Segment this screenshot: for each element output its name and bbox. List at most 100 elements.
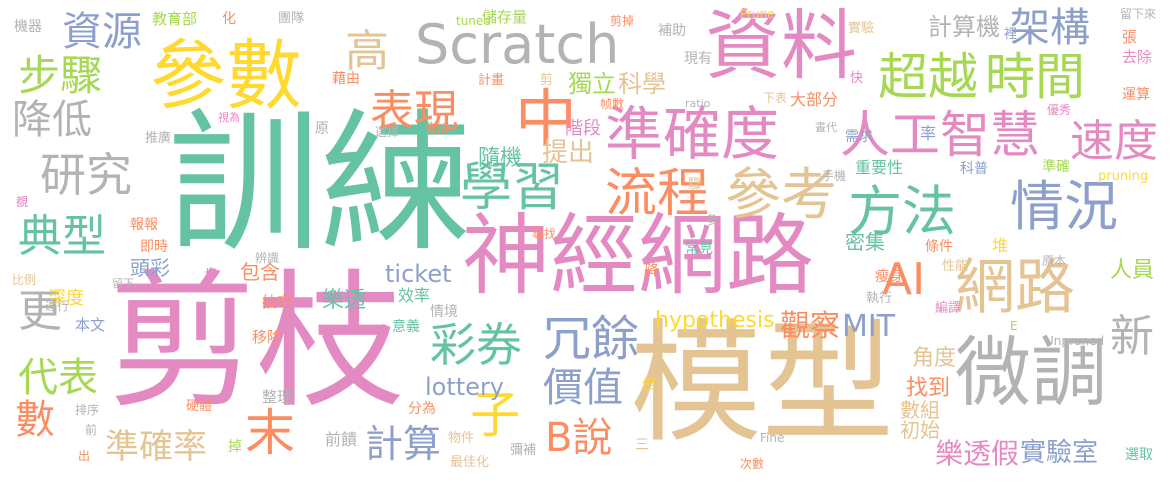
word-zhunquedu: 準確度 [605, 100, 780, 168]
word-canshu: 參數 [150, 31, 302, 120]
word-benwen: 本文 [75, 316, 106, 334]
word-xuqiu: 需求 [845, 129, 873, 145]
word-jisuan: 計算 [365, 422, 442, 466]
word-tuned: tuned [456, 14, 491, 28]
word-jiaodu: 角度 [912, 346, 957, 371]
word-san: 三 [635, 437, 649, 453]
word-dianxing: 典型 [18, 211, 106, 262]
word-cishu: 次數 [740, 457, 765, 471]
word-xuanze: 選擇 [375, 125, 400, 139]
word-moxing: 模型 [630, 307, 894, 461]
word-bili: 比例 [12, 273, 37, 287]
word-jishi: 即時 [140, 239, 168, 255]
word-letou: 樂透 [322, 288, 367, 313]
word-jiqi: 機器 [14, 19, 42, 35]
word-yingti: 硬體 [186, 399, 213, 414]
word-liuxia: 留下 [112, 277, 134, 290]
word-jianzhi: 剪枝 [108, 256, 404, 428]
word-baobao: 報報 [130, 217, 158, 233]
word-quchu: 去除 [1122, 48, 1153, 66]
word-fine: Fine [760, 431, 785, 445]
word-wujian: 物件 [448, 431, 475, 446]
word-yunxing: 運行 [45, 299, 70, 313]
word-xianyou: 現有 [684, 51, 712, 67]
word-xin: 新 [1110, 311, 1154, 362]
word-fangfa: 方法 [848, 180, 956, 243]
word-dui: 堆 [992, 236, 1009, 255]
word-caiquan: 彩券 [430, 318, 522, 372]
word-zhaodao: 找到 [906, 376, 951, 401]
word-baohan: 包含 [240, 260, 280, 284]
word-xiaolv: 效率 [398, 286, 431, 305]
word-prune: Prune [740, 7, 775, 21]
word-yiyi: 意義 [392, 319, 420, 335]
word-ai: AI [882, 254, 926, 305]
word-liucheng: 流程 [605, 164, 710, 224]
word-jiandiao: 剪掉 [610, 14, 635, 28]
word-buzhu: 補助 [658, 23, 686, 39]
word-shuzu: 數組 [900, 398, 940, 422]
word-mo: 末 [245, 404, 295, 462]
word-yanjiu: 研究 [40, 148, 132, 202]
word-renyuan: 人員 [1110, 258, 1155, 283]
word-jihua: 計畫 [478, 73, 505, 88]
word-suiji: 隨機 [478, 146, 523, 171]
word-zhengli: 整理 [262, 388, 293, 406]
word-ratio: ratio [685, 97, 711, 110]
word-e: E [1010, 319, 1018, 333]
word-jiangdi: 降低 [12, 97, 92, 143]
word-shu: 數 [15, 397, 55, 443]
word-scratch: Scratch [415, 13, 620, 76]
word-buzhou: 步驟 [18, 51, 103, 100]
word-mit: MIT [842, 309, 896, 344]
word-shiyan: 實驗 [848, 21, 875, 36]
word-chucunliang: 儲存量 [482, 8, 528, 26]
word-changjian: 常見 [685, 241, 713, 257]
word-guancha: 觀察 [780, 309, 840, 344]
word-li: 裡 [1004, 27, 1018, 42]
word-miji: 密集 [845, 230, 885, 254]
word-zhengshu: 帧數 [600, 97, 625, 111]
word-yuanben: 原本 [1042, 254, 1067, 268]
word-wanglu: 網路 [955, 253, 1075, 323]
word-gua: 覩 [16, 195, 29, 209]
word-shijian: 時間 [985, 48, 1085, 106]
word-diao: 掉 [228, 439, 242, 455]
word-shouji: 手機 [822, 169, 847, 183]
word-gaosu: 告訴 [425, 121, 450, 135]
word-xuexi: 學習 [460, 158, 565, 218]
word-bei: 倍 [642, 377, 656, 393]
word-liuxialai: 留下來 [1120, 7, 1157, 21]
word-zuijiahua: 最佳化 [450, 455, 490, 470]
word-yichu: 移除 [252, 328, 283, 346]
word-zhunquelv: 準確率 [105, 427, 207, 467]
word-rongyu: 冗餘 [543, 311, 640, 367]
word-shendu: 深度 [48, 288, 84, 309]
word-shoushen: 瘦身 [875, 269, 903, 285]
word-daibiao: 代表 [18, 355, 98, 401]
word-zhoudai: 晝代 [815, 121, 837, 134]
word-tuiguang: 推廣 [145, 131, 172, 146]
word-qingjing: 情境 [430, 304, 458, 320]
word-biaoxian: 表現 [370, 86, 458, 137]
word-jiang: 降 [645, 263, 659, 279]
word-jiqiao: 技巧 [262, 293, 293, 311]
word-zhongyaoxing: 重要性 [855, 158, 904, 177]
word-ticket: ticket [385, 260, 452, 288]
word-zhixing: 執行 [866, 291, 893, 306]
word-xuanqu: 選取 [1125, 447, 1153, 463]
word-shenjingwanglu: 神經網路 [462, 204, 815, 307]
word-jisuanji: 計算機 [928, 13, 1000, 41]
word-bianyi: 編譯 [935, 301, 962, 316]
word-duli: 獨立 [568, 70, 616, 98]
word-jieyou: 藉由 [332, 71, 360, 87]
word-xiabiao: 下表 [763, 91, 788, 105]
word-shiyanshi: 實驗室 [1020, 438, 1099, 468]
word-kepu: 科普 [960, 161, 988, 177]
word-fenwei: 分為 [408, 401, 436, 417]
word-jiazhi: 價值 [543, 365, 623, 411]
word-letoujia: 樂透假 [935, 437, 1020, 470]
word-pruning: pruning [1098, 169, 1149, 184]
word-can: 參 [706, 213, 719, 227]
